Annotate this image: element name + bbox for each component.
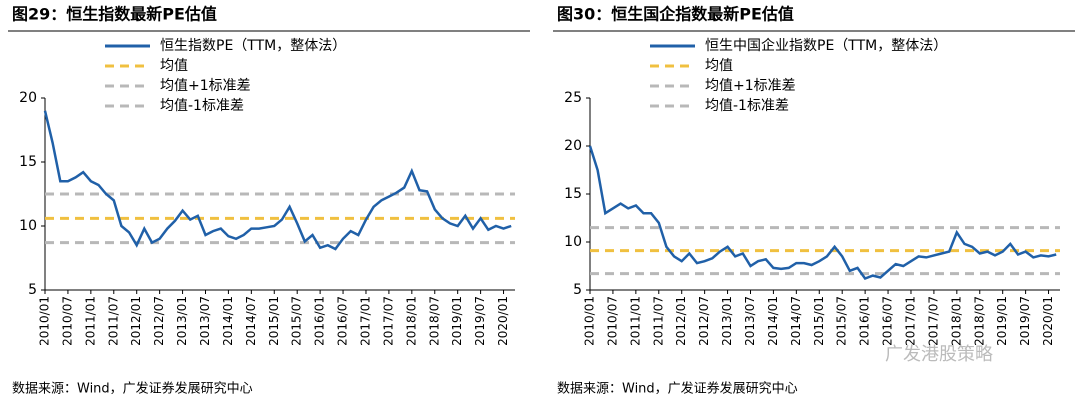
x-tick-label: 2010/07 bbox=[60, 296, 74, 346]
x-tick-label: 2013/01 bbox=[175, 296, 189, 346]
x-tick-label: 2015/07 bbox=[290, 296, 304, 346]
x-tick-label: 2012/07 bbox=[152, 296, 166, 346]
source: 数据来源：Wind，广发证券发展研究中心 bbox=[557, 381, 798, 397]
line bbox=[43, 110, 512, 251]
y-tick-label: 5 bbox=[28, 282, 37, 298]
chart-title: 图29：恒生指数最新PE估值 bbox=[12, 5, 217, 24]
legend-label: 均值 bbox=[705, 58, 733, 74]
legend-label: 均值-1标准差 bbox=[705, 98, 789, 114]
x-tick-label: 2018/01 bbox=[949, 296, 963, 346]
x-tick-label: 2011/07 bbox=[651, 296, 665, 346]
x-tick-label: 2020/01 bbox=[1041, 296, 1055, 346]
x-tick-label: 2013/01 bbox=[720, 296, 734, 346]
x-tick-label: 2020/01 bbox=[496, 296, 510, 346]
x-tick-label: 2013/07 bbox=[198, 296, 212, 346]
x-tick-label: 2014/07 bbox=[789, 296, 803, 346]
x-tick-label: 2010/01 bbox=[583, 296, 597, 346]
x-tick-label: 2017/01 bbox=[358, 296, 372, 346]
x-tick-label: 2017/07 bbox=[381, 296, 395, 346]
line bbox=[588, 145, 1057, 281]
x-tick-label: 2012/07 bbox=[697, 296, 711, 346]
y-tick-label: 10 bbox=[564, 234, 582, 250]
x-tick-label: 2011/07 bbox=[106, 296, 120, 346]
x-tick-label: 2010/01 bbox=[38, 296, 52, 346]
x-tick-label: 2019/07 bbox=[1018, 296, 1032, 346]
legend-label: 恒生指数PE（TTM，整体法） bbox=[160, 38, 346, 54]
x-tick-label: 2017/01 bbox=[903, 296, 917, 346]
legend-label: 均值+1标准差 bbox=[705, 78, 796, 94]
legend-label: 均值 bbox=[160, 58, 188, 74]
y-tick-label: 15 bbox=[19, 154, 37, 170]
x-tick-label: 2014/01 bbox=[221, 296, 235, 346]
x-tick-label: 2015/01 bbox=[267, 296, 281, 346]
watermark: 广发港股策略 bbox=[885, 344, 993, 365]
x-tick-label: 2015/01 bbox=[812, 296, 826, 346]
x-tick-label: 2018/07 bbox=[972, 296, 986, 346]
source: 数据来源：Wind，广发证券发展研究中心 bbox=[12, 381, 253, 397]
legend-label: 恒生中国企业指数PE（TTM，整体法） bbox=[705, 37, 947, 54]
x-tick-label: 2011/01 bbox=[628, 296, 642, 346]
x-tick-label: 2016/07 bbox=[881, 296, 895, 346]
x-tick-label: 2015/07 bbox=[835, 296, 849, 346]
x-tick-label: 2014/07 bbox=[244, 296, 258, 346]
x-tick-label: 2018/07 bbox=[427, 296, 441, 346]
x-tick-label: 2018/01 bbox=[404, 296, 418, 346]
x-tick-label: 2016/01 bbox=[858, 296, 872, 346]
legend-label: 均值-1标准差 bbox=[160, 98, 244, 114]
x-tick-label: 2019/01 bbox=[450, 296, 464, 346]
x-tick-label: 2016/07 bbox=[336, 296, 350, 346]
legend-label: 均值+1标准差 bbox=[160, 78, 251, 94]
y-tick-label: 10 bbox=[19, 218, 37, 234]
x-tick-label: 2011/01 bbox=[83, 296, 97, 346]
x-tick-label: 2010/07 bbox=[605, 296, 619, 346]
y-tick-label: 20 bbox=[564, 138, 582, 154]
x-tick-label: 2012/01 bbox=[129, 296, 143, 346]
x-tick-label: 2014/01 bbox=[766, 296, 780, 346]
y-tick-label: 5 bbox=[573, 282, 582, 298]
x-tick-label: 2013/07 bbox=[743, 296, 757, 346]
y-tick-label: 15 bbox=[564, 186, 582, 202]
x-tick-label: 2017/07 bbox=[926, 296, 940, 346]
x-tick-label: 2016/01 bbox=[313, 296, 327, 346]
x-tick-label: 2019/01 bbox=[995, 296, 1009, 346]
x-tick-label: 2019/07 bbox=[473, 296, 487, 346]
chart-title: 图30：恒生国企指数最新PE估值 bbox=[557, 5, 794, 24]
y-tick-label: 25 bbox=[564, 90, 582, 106]
y-tick-label: 20 bbox=[19, 90, 37, 106]
x-tick-label: 2012/01 bbox=[674, 296, 688, 346]
